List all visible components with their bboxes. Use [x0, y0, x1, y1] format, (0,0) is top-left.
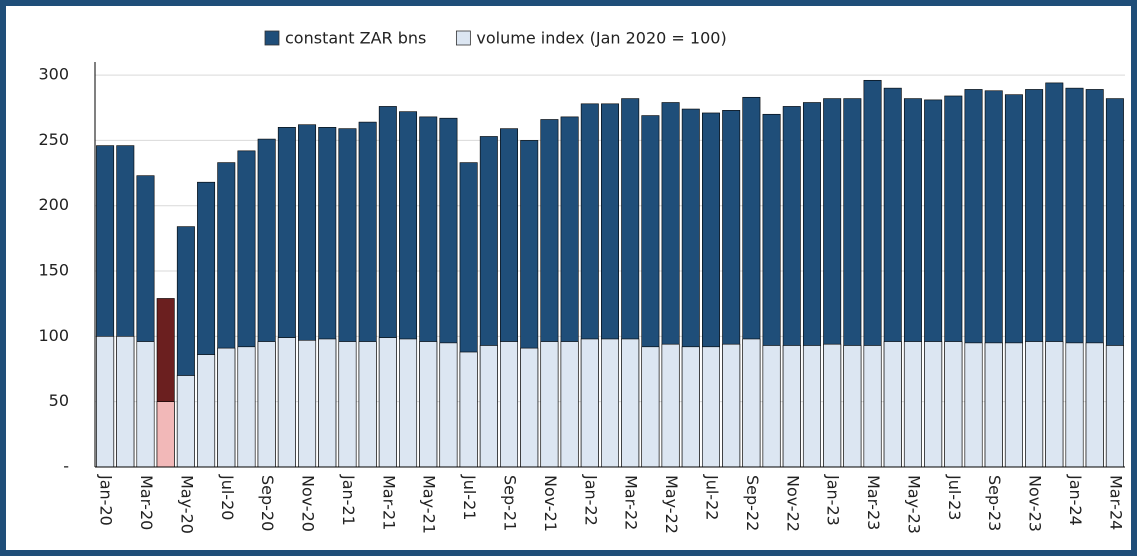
- bar: [964, 342, 983, 468]
- y-tick-label: 200: [38, 195, 69, 214]
- bar: [277, 337, 296, 468]
- x-tick-label: Nov-20: [299, 475, 318, 532]
- bar: [701, 346, 720, 468]
- legend-swatch: [264, 30, 280, 46]
- legend-swatch: [455, 30, 471, 46]
- y-tick-label: 300: [38, 65, 69, 84]
- x-tick-label: Sep-22: [743, 475, 762, 531]
- bar: [1025, 341, 1044, 468]
- x-tick-label: Mar-23: [864, 475, 883, 530]
- bar: [479, 345, 498, 468]
- y-tick-label: 100: [38, 326, 69, 345]
- bar: [621, 338, 640, 468]
- bar: [984, 342, 1003, 468]
- x-tick-label: Jan-22: [581, 474, 600, 526]
- bar: [116, 336, 135, 468]
- x-tick-label: Mar-22: [622, 475, 641, 530]
- bar: [358, 341, 377, 468]
- bar: [399, 338, 418, 468]
- bar: [944, 341, 963, 468]
- x-tick-label: Mar-20: [137, 475, 156, 530]
- bar: [823, 343, 842, 468]
- x-tick-label: May-20: [177, 475, 196, 534]
- bar: [338, 341, 357, 468]
- x-tick-label: Sep-23: [985, 475, 1004, 531]
- x-tick-label: Nov-21: [541, 475, 560, 532]
- x-tick-label: May-21: [420, 475, 439, 534]
- x-tick-label: Sep-21: [501, 475, 520, 531]
- x-tick-label: Jan-23: [824, 474, 843, 526]
- bar: [257, 341, 276, 468]
- x-tick-label: Jul-23: [945, 474, 964, 520]
- bar: [681, 346, 700, 468]
- bar: [661, 343, 680, 468]
- bar: [237, 346, 256, 468]
- bar: [903, 341, 922, 468]
- bar: [176, 375, 195, 468]
- bar: [580, 338, 599, 468]
- bar: [378, 337, 397, 468]
- bar: [742, 338, 761, 468]
- bar: [883, 341, 902, 468]
- bar: [641, 346, 660, 468]
- x-tick-label: Mar-21: [379, 475, 398, 530]
- x-tick-label: Jan-21: [339, 474, 358, 526]
- bar: [762, 345, 781, 468]
- bar: [924, 341, 943, 468]
- bar: [782, 345, 801, 468]
- legend-label: volume index (Jan 2020 = 100): [476, 29, 726, 48]
- bar: [540, 341, 559, 468]
- bar: [197, 354, 216, 468]
- y-tick-label: 150: [38, 261, 69, 280]
- bar: [439, 342, 458, 468]
- bar: [318, 338, 337, 468]
- x-tick-label: Jul-22: [702, 474, 721, 520]
- x-tick-label: May-22: [662, 475, 681, 534]
- bar: [1085, 342, 1104, 468]
- x-tick-label: Mar-24: [1106, 475, 1125, 530]
- bar: [722, 343, 741, 468]
- bar: [1065, 342, 1084, 468]
- x-tick-label: Nov-23: [1026, 475, 1045, 532]
- x-tick-label: May-23: [904, 475, 923, 534]
- x-tick-label: Jul-21: [460, 474, 479, 520]
- bar: [843, 345, 862, 468]
- x-tick-label: Nov-22: [783, 475, 802, 532]
- bar: [1045, 341, 1064, 468]
- bar: [601, 338, 619, 468]
- legend-label: constant ZAR bns: [285, 29, 426, 48]
- bar: [863, 345, 882, 468]
- x-tick-label: Jan-24: [1066, 474, 1085, 526]
- bar: [459, 351, 478, 468]
- bar: [1105, 345, 1124, 468]
- bar: [520, 347, 539, 468]
- bar: [560, 341, 579, 468]
- x-tick-label: Sep-20: [258, 475, 277, 531]
- bar: [298, 339, 317, 468]
- y-tick-label: -: [63, 457, 69, 476]
- bar: [1004, 342, 1023, 468]
- bar: [500, 341, 519, 468]
- x-tick-label: Jan-20: [97, 474, 116, 526]
- x-tick-label: Jul-20: [218, 474, 237, 520]
- y-tick-label: 250: [38, 130, 69, 149]
- bar: [419, 341, 438, 468]
- bar: [96, 336, 115, 468]
- bar: [802, 345, 821, 468]
- bar: [156, 401, 175, 468]
- bar: [136, 341, 155, 468]
- bar: [217, 347, 236, 468]
- y-tick-label: 50: [49, 391, 69, 410]
